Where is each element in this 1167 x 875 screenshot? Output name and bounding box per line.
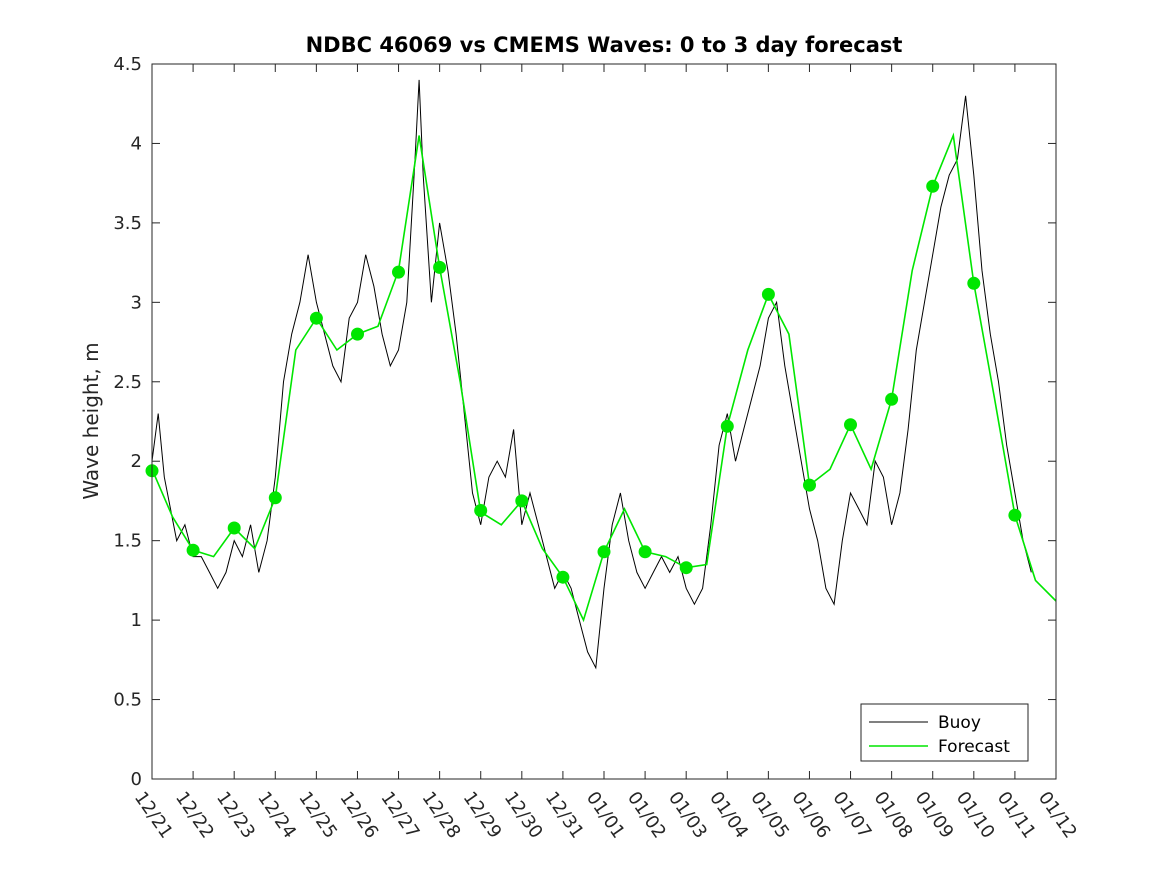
forecast-marker — [392, 265, 405, 279]
y-tick-label: 1 — [131, 610, 142, 631]
y-tick-label: 4 — [131, 133, 142, 154]
forecast-marker — [474, 504, 488, 517]
forecast-marker — [227, 521, 241, 535]
forecast-marker — [186, 543, 200, 557]
forecast-marker — [351, 327, 364, 341]
forecast-marker — [926, 179, 940, 193]
y-tick-label: 3.5 — [113, 213, 142, 234]
forecast-marker — [967, 276, 981, 290]
forecast-marker — [268, 491, 282, 505]
chart-title: NDBC 46069 vs CMEMS Waves: 0 to 3 day fo… — [306, 33, 903, 57]
forecast-marker — [433, 260, 447, 274]
y-tick-label: 1.5 — [113, 531, 142, 552]
forecast-marker — [556, 570, 570, 584]
forecast-marker — [885, 392, 899, 406]
forecast-marker — [597, 545, 611, 559]
forecast-marker — [1008, 508, 1022, 522]
buoy-series-line — [151, 79, 1032, 670]
legend-forecast-label: Forecast — [938, 737, 1010, 757]
legend-buoy-label: Buoy — [938, 713, 981, 733]
forecast-marker — [761, 287, 775, 301]
forecast-marker — [515, 494, 529, 508]
y-tick-label: 3 — [131, 292, 142, 313]
forecast-marker — [844, 418, 857, 432]
y-tick-label: 0 — [131, 769, 142, 790]
forecast-marker — [679, 561, 693, 575]
legend: Buoy Forecast — [860, 703, 1029, 762]
legend-box — [860, 703, 1029, 762]
forecast-marker — [309, 311, 323, 325]
forecast-marker — [638, 545, 652, 559]
y-tick-label: 0.5 — [113, 690, 142, 711]
y-tick-label: 4.5 — [113, 54, 142, 75]
forecast-marker — [720, 419, 734, 433]
forecast-marker — [803, 478, 816, 492]
y-axis-label: Wave height, m — [79, 342, 103, 499]
y-tick-label: 2 — [131, 451, 142, 472]
y-tick-label: 2.5 — [113, 372, 142, 393]
